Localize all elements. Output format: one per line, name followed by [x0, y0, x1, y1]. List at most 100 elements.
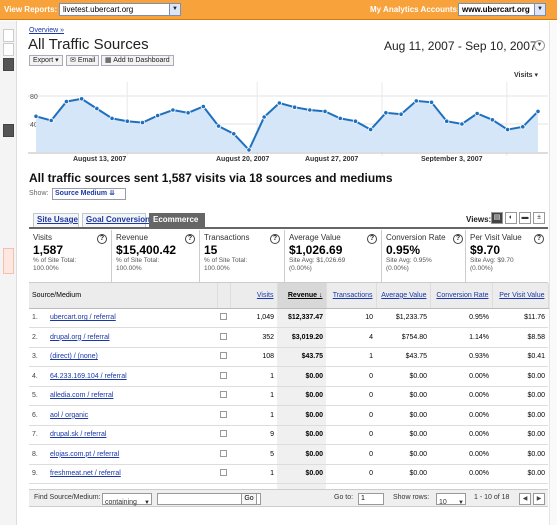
- chart-point[interactable]: [79, 96, 85, 102]
- col-visits[interactable]: Visits: [230, 283, 278, 309]
- visits-chart: 40 80 August 13, 2007 August 20, 2007 August…: [28, 82, 548, 162]
- email-button[interactable]: ✉ Email: [66, 55, 100, 66]
- add-to-dashboard-button[interactable]: ▦ Add to Dashboard: [101, 55, 174, 66]
- row-number: 3.: [32, 353, 38, 361]
- row-source-link[interactable]: 64.233.169.104 / referral: [50, 372, 127, 380]
- next-page-icon[interactable]: ▶: [533, 493, 545, 505]
- tab-ecommerce[interactable]: Ecommerce: [149, 213, 205, 227]
- row-source-link[interactable]: alledia.com / referral: [50, 392, 114, 400]
- row-revenue: $12,337.47: [277, 308, 326, 328]
- table-view-icon[interactable]: ▤: [491, 212, 503, 224]
- chart-point[interactable]: [276, 100, 282, 106]
- pagination-range: 1 - 10 of 18: [474, 494, 510, 501]
- row-menu-icon[interactable]: [220, 332, 227, 340]
- chart-point[interactable]: [139, 119, 146, 126]
- col-transactions[interactable]: Transactions: [326, 283, 377, 309]
- row-source-link[interactable]: (direct) / (none): [50, 353, 98, 361]
- row-menu-icon[interactable]: [220, 410, 227, 418]
- chart-point[interactable]: [474, 110, 480, 117]
- row-menu-icon[interactable]: [220, 352, 227, 360]
- help-icon[interactable]: ?: [367, 234, 377, 244]
- help-icon[interactable]: ?: [534, 234, 544, 244]
- row-menu-icon[interactable]: [220, 430, 227, 438]
- go-button[interactable]: Go: [241, 493, 257, 505]
- help-icon[interactable]: ?: [453, 234, 463, 244]
- chart-point[interactable]: [398, 111, 404, 117]
- col-source-medium: Source/Medium: [29, 283, 218, 309]
- row-source-link[interactable]: drupal.sk / referral: [50, 431, 107, 439]
- col-average-value[interactable]: Average Value: [376, 283, 431, 309]
- tab-site-usage[interactable]: Site Usage: [33, 213, 79, 227]
- chart-point[interactable]: [520, 124, 526, 130]
- chart-point[interactable]: [200, 103, 206, 110]
- profile-select[interactable]: livetest.ubercart.org ▼: [59, 3, 181, 16]
- chart-point[interactable]: [307, 107, 313, 113]
- chart-point[interactable]: [124, 118, 130, 124]
- row-source-link[interactable]: freshmeat.net / referral: [50, 470, 121, 478]
- breadcrumb[interactable]: Overview »: [29, 27, 65, 34]
- row-source-link[interactable]: ubercart.org / referral: [50, 314, 116, 322]
- chart-point[interactable]: [368, 126, 374, 133]
- col-conversion-rate[interactable]: Conversion Rate: [430, 283, 493, 309]
- export-button[interactable]: Export ▾: [29, 55, 63, 66]
- chart-point[interactable]: [48, 117, 54, 124]
- chart-point[interactable]: [383, 110, 389, 116]
- chart-point[interactable]: [261, 114, 267, 120]
- date-range[interactable]: Aug 11, 2007 - Sep 10, 2007: [384, 39, 537, 53]
- row-visits: 108: [230, 347, 277, 367]
- chart-point[interactable]: [504, 126, 511, 133]
- chart-point[interactable]: [292, 104, 298, 110]
- chart-point[interactable]: [155, 112, 161, 119]
- tab-goal-conversion[interactable]: Goal Conversion: [82, 213, 150, 227]
- col-per-visit-value[interactable]: Per Visit Value: [492, 283, 549, 309]
- row-menu-icon[interactable]: [220, 313, 227, 321]
- chart-point[interactable]: [170, 107, 176, 113]
- help-icon[interactable]: ?: [97, 234, 107, 244]
- row-source-link[interactable]: elojas.com.pt / referral: [50, 450, 120, 458]
- help-icon[interactable]: ?: [185, 234, 195, 244]
- match-select[interactable]: containing ▼: [102, 493, 152, 506]
- row-source-link[interactable]: aol / organic: [50, 411, 89, 419]
- row-source-link[interactable]: drupal.org / referral: [50, 333, 110, 341]
- row-visits: 352: [230, 327, 277, 348]
- chart-point[interactable]: [33, 113, 39, 119]
- chart-point[interactable]: [322, 108, 328, 114]
- row-menu-icon[interactable]: [220, 371, 227, 379]
- find-input[interactable]: [157, 493, 261, 505]
- prev-page-icon[interactable]: ◀: [519, 493, 531, 505]
- row-menu-icon[interactable]: [220, 449, 227, 457]
- comparison-view-icon[interactable]: ±: [533, 212, 545, 224]
- chart-point[interactable]: [215, 123, 222, 129]
- chart-point[interactable]: [185, 110, 191, 116]
- row-number: 8.: [32, 450, 38, 458]
- chart-point[interactable]: [246, 147, 252, 153]
- bar-view-icon[interactable]: ▬: [519, 212, 531, 224]
- row-menu-icon[interactable]: [220, 469, 227, 477]
- row-menu-icon[interactable]: [220, 391, 227, 399]
- chart-point[interactable]: [337, 115, 343, 122]
- chart-point[interactable]: [352, 118, 359, 124]
- chart-point[interactable]: [413, 98, 419, 104]
- row-source-cell: 1. ubercart.org / referral: [29, 308, 217, 328]
- account-select[interactable]: www.ubercart.org ▼: [458, 3, 546, 16]
- chart-point[interactable]: [63, 98, 70, 105]
- chart-point[interactable]: [489, 117, 495, 123]
- chart-point[interactable]: [444, 118, 450, 124]
- dimension-select[interactable]: Source Medium ⇊: [52, 188, 126, 200]
- analytics-accounts-label: My Analytics Accounts:: [370, 5, 460, 14]
- row-revenue: $3,019.20: [277, 327, 326, 348]
- row-transactions: 1: [326, 347, 376, 367]
- chart-point[interactable]: [428, 99, 435, 105]
- chevron-down-icon[interactable]: ▼: [534, 40, 545, 51]
- goto-input[interactable]: 1: [358, 493, 384, 505]
- chart-point[interactable]: [94, 105, 100, 112]
- chart-point[interactable]: [535, 108, 541, 114]
- chart-point[interactable]: [459, 121, 465, 127]
- pie-view-icon[interactable]: ◐: [505, 212, 517, 224]
- rows-select[interactable]: 10 ▼: [436, 493, 466, 506]
- chart-point[interactable]: [231, 131, 237, 137]
- col-revenue[interactable]: Revenue ↓: [277, 283, 327, 309]
- chart-metric-select[interactable]: Visits ▾: [514, 72, 539, 79]
- help-icon[interactable]: ?: [270, 234, 280, 244]
- chart-point[interactable]: [109, 115, 115, 122]
